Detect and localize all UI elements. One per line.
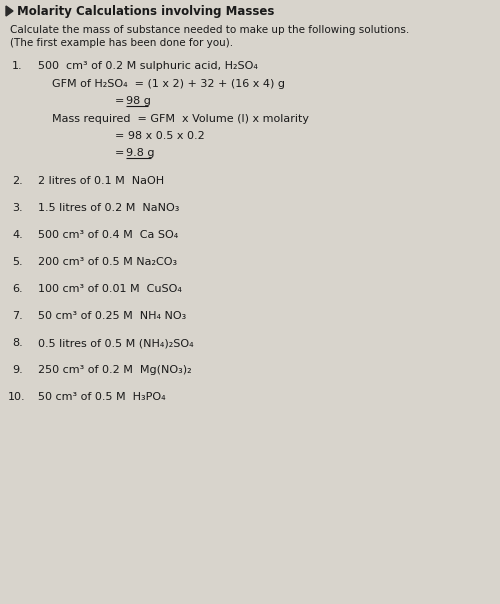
Text: Calculate the mass of substance needed to make up the following solutions.: Calculate the mass of substance needed t… xyxy=(10,25,409,35)
Text: 50 cm³ of 0.25 M  NH₄ NO₃: 50 cm³ of 0.25 M NH₄ NO₃ xyxy=(38,311,186,321)
Text: 100 cm³ of 0.01 M  CuSO₄: 100 cm³ of 0.01 M CuSO₄ xyxy=(38,284,182,294)
Text: 500 cm³ of 0.4 M  Ca SO₄: 500 cm³ of 0.4 M Ca SO₄ xyxy=(38,230,178,240)
Text: 9.8 g: 9.8 g xyxy=(126,148,154,158)
Text: 4.: 4. xyxy=(12,230,23,240)
Text: 2 litres of 0.1 M  NaOH: 2 litres of 0.1 M NaOH xyxy=(38,176,164,186)
Text: =: = xyxy=(115,96,128,106)
Text: 6.: 6. xyxy=(12,284,22,294)
Text: 1.5 litres of 0.2 M  NaNO₃: 1.5 litres of 0.2 M NaNO₃ xyxy=(38,203,180,213)
Text: 1.: 1. xyxy=(12,61,22,71)
Text: 500  cm³ of 0.2 M sulphuric acid, H₂SO₄: 500 cm³ of 0.2 M sulphuric acid, H₂SO₄ xyxy=(38,61,258,71)
Text: Mass required  = GFM  x Volume (l) x molarity: Mass required = GFM x Volume (l) x molar… xyxy=(52,114,309,124)
Text: Molarity Calculations involving Masses: Molarity Calculations involving Masses xyxy=(17,4,274,18)
Text: 10.: 10. xyxy=(8,392,25,402)
Text: GFM of H₂SO₄  = (1 x 2) + 32 + (16 x 4) g: GFM of H₂SO₄ = (1 x 2) + 32 + (16 x 4) g xyxy=(52,79,285,89)
Text: (The first example has been done for you).: (The first example has been done for you… xyxy=(10,38,233,48)
Text: 9.: 9. xyxy=(12,365,23,375)
Text: =: = xyxy=(115,148,128,158)
Text: 0.5 litres of 0.5 M (NH₄)₂SO₄: 0.5 litres of 0.5 M (NH₄)₂SO₄ xyxy=(38,338,194,348)
Text: 250 cm³ of 0.2 M  Mg(NO₃)₂: 250 cm³ of 0.2 M Mg(NO₃)₂ xyxy=(38,365,192,375)
Text: 200 cm³ of 0.5 M Na₂CO₃: 200 cm³ of 0.5 M Na₂CO₃ xyxy=(38,257,177,267)
Text: 8.: 8. xyxy=(12,338,23,348)
Text: = 98 x 0.5 x 0.2: = 98 x 0.5 x 0.2 xyxy=(115,131,205,141)
Text: 7.: 7. xyxy=(12,311,23,321)
Text: 50 cm³ of 0.5 M  H₃PO₄: 50 cm³ of 0.5 M H₃PO₄ xyxy=(38,392,166,402)
Polygon shape xyxy=(6,6,13,16)
Text: 5.: 5. xyxy=(12,257,22,267)
Text: 98 g: 98 g xyxy=(126,96,151,106)
Text: 3.: 3. xyxy=(12,203,22,213)
Text: 2.: 2. xyxy=(12,176,23,186)
